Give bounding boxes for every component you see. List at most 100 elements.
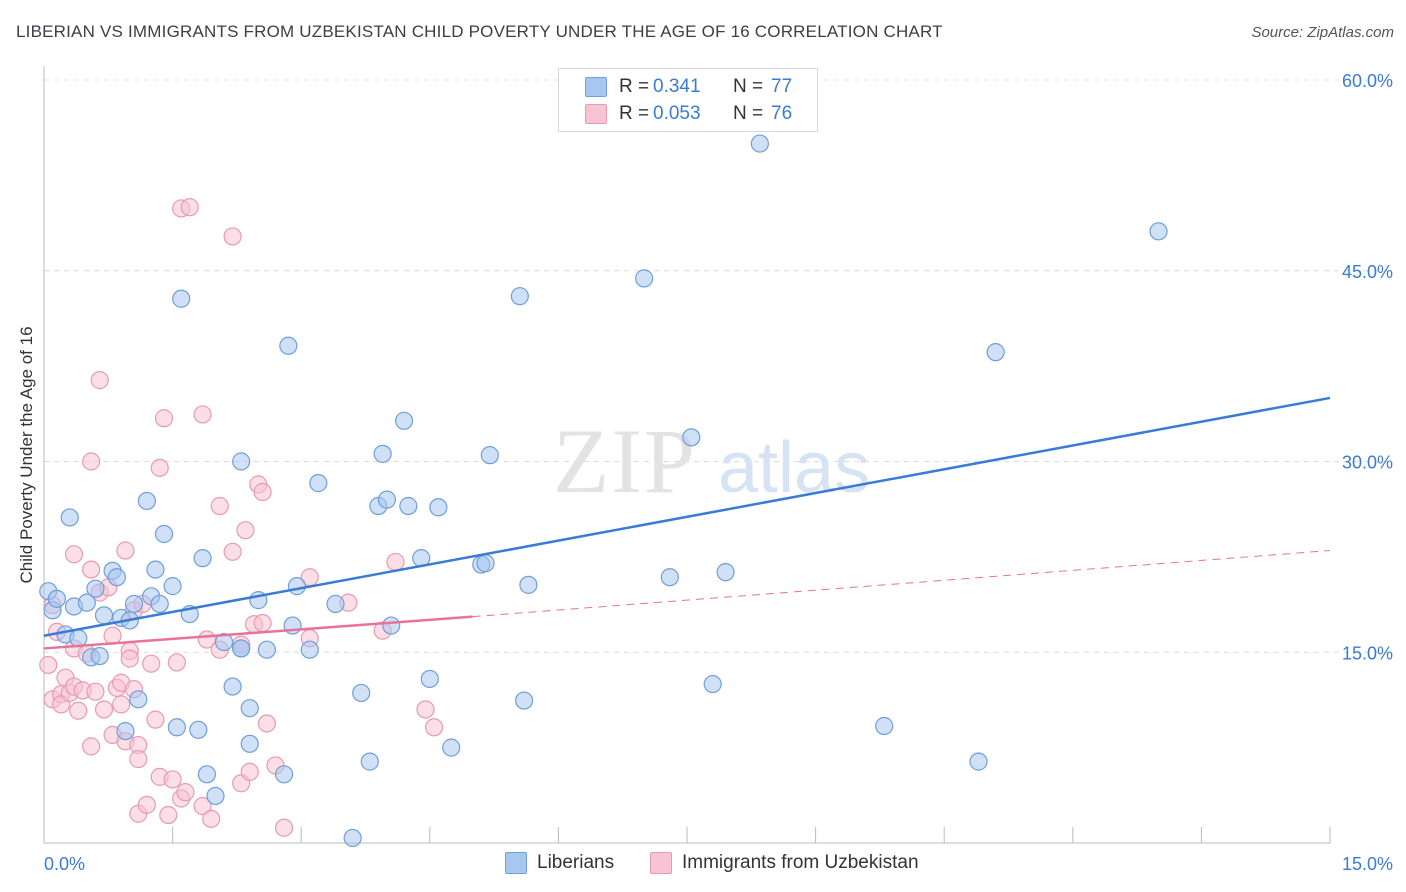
legend-swatch-blue [585,77,607,97]
data-point-liberians [476,554,495,573]
data-point-uzbekistan [90,371,109,390]
x-axis-max-label: 15.0% [1342,854,1393,874]
data-point-uzbekistan [82,737,101,756]
gridlines [44,79,1393,653]
legend-swatch-pink [650,852,672,874]
data-point-uzbekistan [146,710,165,729]
data-point-uzbekistan [154,409,174,428]
legend-r-value: 0.341 [653,76,701,97]
data-point-liberians [257,640,277,659]
data-point-liberians [442,738,461,757]
y-tick-label: 60.0% [1342,71,1393,91]
data-point-liberians [515,691,534,710]
data-point-uzbekistan [150,458,169,477]
data-point-uzbekistan [193,797,212,816]
data-point-liberians [420,669,439,689]
legend-row-liberians: R = 0.341 N = 77 [585,74,792,100]
data-point-liberians [172,289,191,308]
data-point-liberians [360,752,379,771]
legend-swatch-blue [505,852,527,874]
chart-title: LIBERIAN VS IMMIGRANTS FROM UZBEKISTAN C… [16,22,943,41]
data-point-uzbekistan [137,795,156,814]
data-point-liberians [60,508,79,527]
data-point-uzbekistan [129,749,148,769]
data-point-liberians [287,577,307,596]
data-point-uzbekistan [82,452,101,471]
data-point-liberians [193,549,212,568]
data-point-uzbekistan [39,655,58,675]
data-point-liberians [480,446,499,465]
data-point-liberians [510,287,529,306]
data-point-liberians [519,575,538,594]
trend-line-uzbekistan-extended [472,550,1331,618]
watermark-zip: ZIP [553,410,697,512]
trend-line-liberians [43,396,1331,637]
data-point-liberians [986,343,1005,362]
legend-swatch-pink [585,104,607,124]
series-uzbekistan-points [39,198,444,837]
legend-n-label: N = [733,76,764,97]
axes [43,66,1331,844]
data-point-liberians [326,594,345,614]
data-point-liberians [189,720,208,739]
data-point-liberians [90,646,109,666]
data-point-liberians [223,677,242,696]
data-point-liberians [682,428,701,447]
data-point-uzbekistan [167,653,186,672]
series-liberians-points [39,134,1168,848]
data-point-liberians [137,491,156,511]
data-point-liberians [382,616,401,635]
correlation-legend: R = 0.341 N = 77 R = 0.053 N = 76 [558,68,818,132]
data-point-uzbekistan [210,496,229,516]
data-point-liberians [146,560,165,579]
y-axis-label: Child Poverty Under the Age of 16 [17,326,36,583]
data-point-liberians [214,632,234,652]
data-point-liberians [197,765,216,784]
legend-r-value: 0.053 [653,103,701,124]
data-point-uzbekistan [416,700,435,719]
data-point-liberians [150,594,169,614]
watermark-atlas: atlas [718,428,870,508]
data-point-uzbekistan [236,521,255,540]
data-point-liberians [635,269,654,288]
data-point-liberians [167,718,186,737]
data-point-liberians [429,498,448,517]
data-point-liberians [394,411,414,430]
legend-r-label: R = [619,76,650,97]
legend-n-value: 76 [771,103,793,124]
data-point-liberians [240,734,259,753]
data-point-liberians [969,752,988,771]
data-point-liberians [703,674,722,694]
watermark: ZIP atlas [553,410,870,512]
data-point-liberians [86,579,105,598]
data-point-uzbekistan [223,542,242,561]
data-point-uzbekistan [257,714,277,733]
y-tick-label: 45.0% [1342,262,1393,282]
data-point-liberians [274,765,294,784]
trend-line-uzbekistan [43,615,473,650]
y-tick-label: 30.0% [1342,453,1393,473]
data-point-uzbekistan [176,783,195,802]
legend-n-label: N = [733,103,764,124]
legend-n-value: 77 [771,76,793,97]
x-axis-min-label: 0.0% [44,854,85,874]
data-point-liberians [124,594,144,614]
legend-row-uzbekistan: R = 0.053 N = 76 [585,101,792,127]
source-credit: Source: ZipAtlas.com [1251,24,1394,41]
data-point-liberians [154,524,174,544]
tick-labels: 15.0% 30.0% 45.0% 60.0% [1342,71,1393,663]
data-point-uzbekistan [163,770,182,789]
data-point-uzbekistan [64,545,84,564]
data-point-liberians [232,452,251,471]
data-point-liberians [47,589,66,608]
data-point-uzbekistan [180,198,199,217]
data-point-liberians [206,786,225,806]
data-point-uzbekistan [94,700,114,719]
data-point-liberians [343,828,362,848]
data-point-liberians [373,444,392,463]
data-point-uzbekistan [86,682,105,701]
data-point-liberians [129,690,148,709]
data-point-uzbekistan [274,818,294,837]
data-point-uzbekistan [69,701,88,720]
